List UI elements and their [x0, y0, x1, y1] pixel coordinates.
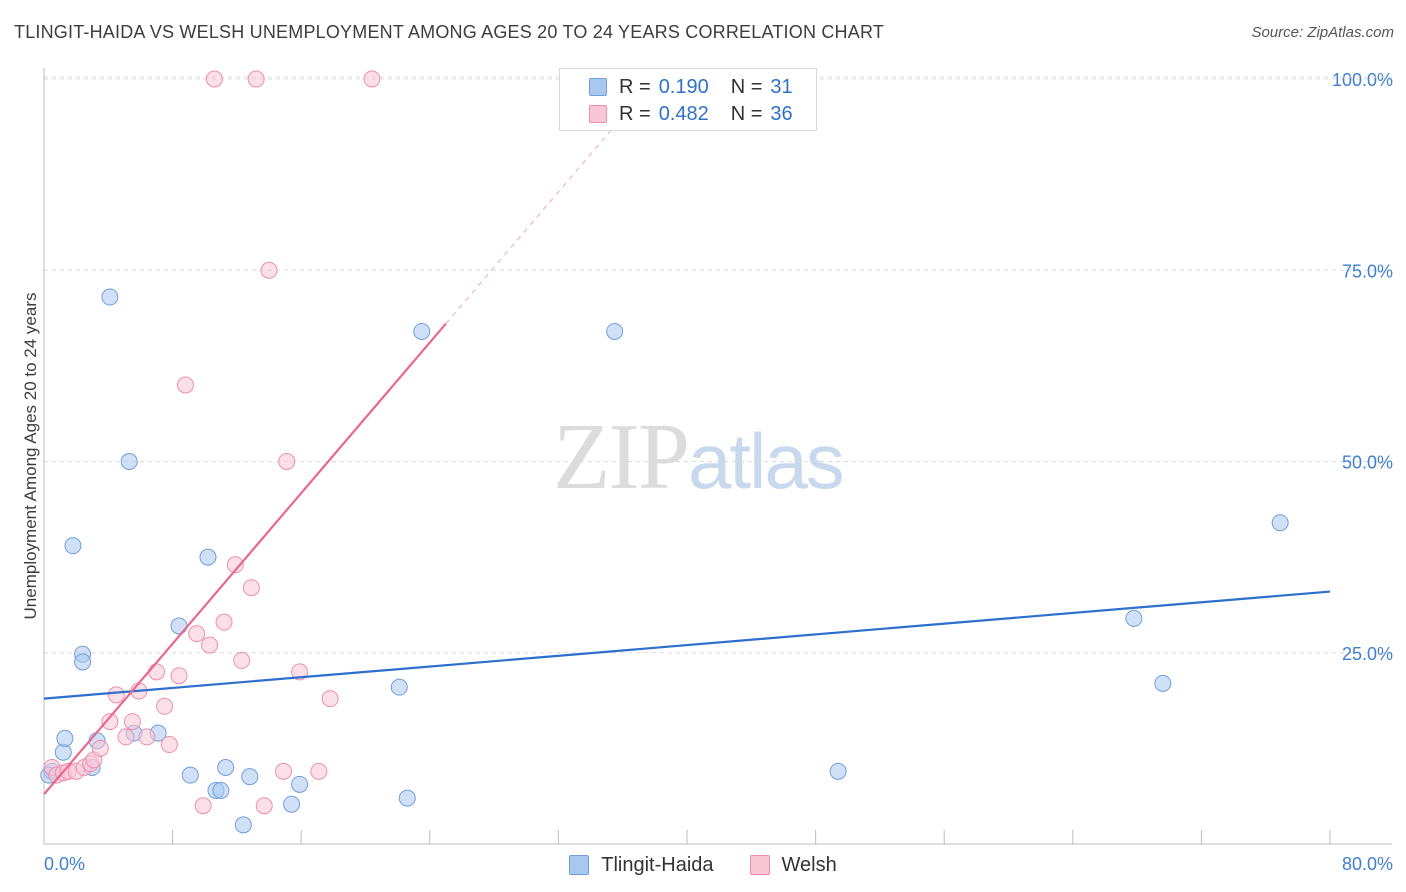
welsh-point	[215, 613, 233, 631]
welsh-point	[194, 797, 212, 815]
source-label: Source: ZipAtlas.com	[1251, 24, 1394, 41]
y-tick-label: 25.0%	[1342, 644, 1393, 664]
x-tick-label-max: 80.0%	[1342, 854, 1393, 874]
legend-swatch-welsh	[589, 105, 607, 123]
tlingit-haida-point	[829, 762, 847, 780]
tlingit-haida-point	[1125, 609, 1143, 627]
legend-row-tlingit-haida: R = 0.190 N = 31	[560, 74, 793, 100]
tlingit-haida-point	[1271, 514, 1289, 532]
legend-row-welsh: R = 0.482 N = 36	[560, 101, 793, 127]
welsh-point	[91, 739, 109, 757]
welsh-point	[233, 651, 251, 669]
series-legend-item-tlingit-haida: Tlingit-Haida	[569, 853, 714, 877]
legend-n-label: N =	[730, 75, 763, 98]
watermark: ZIPatlas	[553, 402, 845, 511]
legend-swatch-tlingit-haida	[589, 78, 607, 96]
welsh-point	[321, 690, 339, 708]
welsh-point	[291, 663, 309, 681]
welsh-point	[170, 667, 188, 685]
tlingit-haida-point	[1154, 674, 1172, 692]
legend-n-value: 31	[770, 75, 793, 98]
welsh-point	[260, 261, 278, 279]
welsh-point	[310, 762, 328, 780]
welsh-point	[148, 663, 166, 681]
correlation-legend: R = 0.190 N = 31 R = 0.482 N = 36	[559, 68, 817, 131]
x-tick-label-min: 0.0%	[44, 854, 85, 874]
tlingit-haida-point	[170, 617, 188, 635]
legend-r-value: 0.190	[658, 75, 709, 98]
welsh-trendline-extension	[445, 78, 656, 325]
tlingit-haida-point	[74, 653, 92, 671]
welsh-point	[188, 625, 206, 643]
series-swatch-welsh	[749, 855, 770, 875]
tlingit-haida-point	[199, 548, 217, 566]
welsh-point	[255, 797, 273, 815]
welsh-point	[242, 579, 260, 597]
welsh-point	[278, 453, 296, 470]
welsh-point	[156, 697, 174, 715]
tlingit-haida-point	[283, 795, 301, 813]
tlingit-haida-point	[413, 322, 431, 340]
legend-r-label: R =	[619, 102, 651, 125]
series-swatch-tlingit-haida	[569, 855, 590, 875]
tlingit-haida-point	[234, 816, 252, 834]
tlingit-haida-point	[64, 537, 82, 555]
welsh-trendline	[43, 322, 447, 795]
y-tick-label: 75.0%	[1342, 261, 1393, 281]
welsh-point	[363, 70, 381, 88]
tlingit-haida-point	[56, 729, 74, 747]
tlingit-haida-point	[291, 775, 309, 793]
welsh-point	[201, 636, 219, 654]
welsh-point	[123, 713, 141, 731]
series-label-welsh: Welsh	[781, 853, 837, 876]
tlingit-haida-point	[212, 781, 230, 799]
legend-r-value: 0.482	[658, 102, 709, 125]
tlingit-haida-point	[181, 766, 199, 784]
tlingit-haida-point	[120, 453, 138, 470]
watermark-zip: ZIP	[553, 405, 690, 509]
tlingit-haida-point	[398, 789, 416, 807]
welsh-point	[101, 713, 119, 731]
welsh-point	[117, 728, 135, 746]
tlingit-haida-point	[606, 322, 624, 340]
y-axis-label: Unemployment Among Ages 20 to 24 years	[21, 293, 40, 620]
series-label-tlingit-haida: Tlingit-Haida	[601, 853, 714, 876]
welsh-point	[205, 70, 223, 88]
tlingit-haida-point	[101, 288, 119, 306]
tlingit-haida-point	[390, 678, 408, 696]
welsh-point	[176, 376, 194, 394]
y-tick-label: 100.0%	[1332, 70, 1393, 90]
welsh-point	[107, 686, 125, 704]
series-legend-item-welsh: Welsh	[749, 853, 837, 877]
welsh-point	[247, 70, 265, 88]
legend-n-label: N =	[730, 102, 763, 125]
welsh-point	[226, 556, 244, 574]
legend-r-label: R =	[619, 75, 651, 98]
y-tick-label: 50.0%	[1342, 453, 1393, 473]
series-legend: Tlingit-Haida Welsh	[0, 852, 1406, 878]
legend-n-value: 36	[770, 102, 793, 125]
welsh-point	[160, 736, 178, 754]
welsh-point	[138, 728, 156, 746]
tlingit-haida-point	[241, 768, 259, 786]
chart-title: TLINGIT-HAIDA VS WELSH UNEMPLOYMENT AMON…	[14, 22, 885, 42]
tlingit-haida-trendline	[43, 590, 1331, 700]
welsh-point	[275, 762, 293, 780]
tlingit-haida-point	[217, 759, 235, 776]
